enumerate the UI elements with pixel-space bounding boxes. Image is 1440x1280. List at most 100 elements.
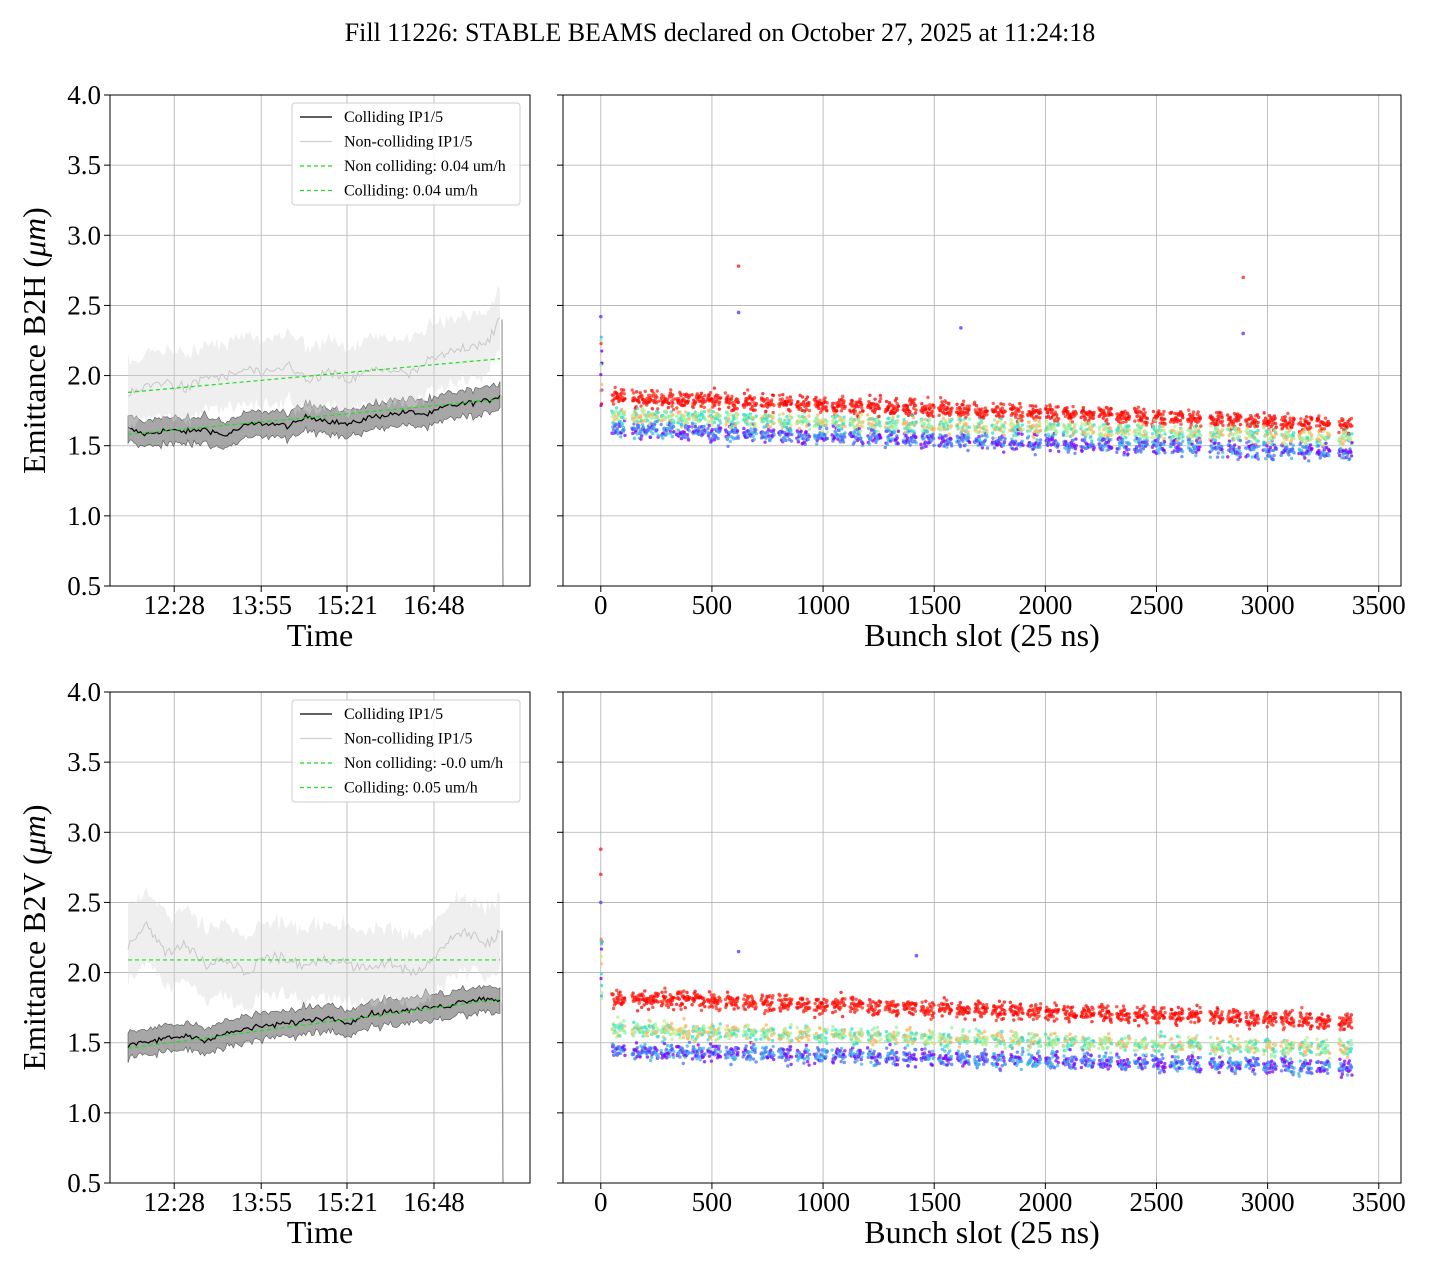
bunch-point bbox=[914, 435, 918, 440]
bunch-point bbox=[707, 423, 711, 428]
bunch-point bbox=[818, 398, 822, 403]
bunch-point bbox=[932, 443, 936, 448]
bunch-point bbox=[651, 1026, 656, 1030]
bunch-point bbox=[764, 1023, 768, 1027]
bunch-point bbox=[1074, 429, 1078, 434]
bunch-point bbox=[623, 998, 627, 1003]
bunch-point bbox=[772, 433, 776, 437]
bunch-point bbox=[1124, 435, 1128, 440]
bunch-point bbox=[687, 414, 692, 418]
bunch-point bbox=[1109, 407, 1113, 411]
bunch-point bbox=[1198, 416, 1203, 420]
bunch-point bbox=[905, 404, 910, 408]
bunch-point bbox=[736, 436, 741, 440]
bunch-point bbox=[966, 448, 970, 453]
bunch-point bbox=[1194, 453, 1198, 458]
bunch-point bbox=[859, 436, 863, 440]
bunch-point bbox=[709, 439, 714, 443]
bunch-point bbox=[1262, 411, 1266, 415]
x-tick-label: 15:21 bbox=[316, 1187, 378, 1217]
bunch-point bbox=[1231, 421, 1236, 425]
bunch-point bbox=[801, 437, 806, 441]
bunch-point bbox=[1105, 417, 1109, 422]
bunch-point bbox=[652, 425, 656, 430]
bunch-point bbox=[684, 1024, 688, 1028]
bunch-point bbox=[788, 1025, 793, 1030]
bunch-point bbox=[651, 1005, 655, 1010]
bunch-point bbox=[654, 1025, 659, 1029]
bunch-point bbox=[636, 420, 641, 424]
bunch-point bbox=[599, 954, 603, 959]
bunch-point bbox=[913, 411, 918, 415]
bunch-point bbox=[1269, 430, 1273, 435]
panel-emittance-b2h-time: 0.51.01.52.02.53.03.54.012:28 13:55 15:21 1… bbox=[16, 80, 531, 653]
bunch-point bbox=[1324, 441, 1328, 445]
bunch-point bbox=[777, 413, 782, 417]
bunch-point bbox=[686, 399, 690, 403]
bunch-point bbox=[745, 419, 749, 424]
bunch-point bbox=[743, 1051, 747, 1056]
bunch-point bbox=[765, 397, 769, 401]
bunch-point bbox=[1134, 444, 1139, 449]
x-tick-label: 13:55 bbox=[230, 1187, 292, 1217]
bunch-point bbox=[980, 421, 984, 425]
bunch-point bbox=[1199, 424, 1203, 428]
bunch-point bbox=[1044, 404, 1049, 408]
bunch-point bbox=[682, 430, 687, 435]
bunch-point bbox=[611, 1006, 616, 1011]
bunch-point bbox=[814, 395, 818, 400]
bunch-point bbox=[805, 395, 810, 399]
bunch-point bbox=[1255, 451, 1259, 456]
bunch-point bbox=[895, 418, 900, 423]
bunch-point bbox=[914, 441, 918, 445]
bunch-point bbox=[1162, 409, 1166, 414]
bunch-point bbox=[622, 392, 627, 396]
bunch-point bbox=[725, 990, 730, 994]
bunch-point bbox=[825, 401, 829, 405]
bunch-point bbox=[840, 427, 844, 431]
bunch-point bbox=[945, 445, 949, 449]
bunch-point bbox=[1220, 428, 1225, 432]
bunch-point bbox=[1291, 443, 1295, 448]
bunch-point bbox=[623, 1031, 627, 1035]
bunch-point bbox=[1126, 452, 1130, 456]
bunch-point bbox=[1027, 420, 1031, 425]
bunch-point bbox=[753, 1002, 758, 1006]
bunch-point bbox=[730, 394, 734, 399]
bunch-point bbox=[723, 416, 728, 420]
bunch-point bbox=[977, 429, 982, 434]
bunch-point bbox=[1163, 432, 1167, 436]
bunch-point bbox=[1308, 443, 1313, 447]
bunch-point bbox=[619, 435, 623, 439]
y-tick-label: 1.0 bbox=[67, 501, 101, 531]
bunch-point bbox=[785, 402, 789, 407]
bunch-point bbox=[767, 434, 771, 438]
bunch-point bbox=[1303, 456, 1307, 460]
bunch-point bbox=[599, 389, 603, 393]
bunch-point bbox=[1272, 453, 1276, 458]
bunch-point bbox=[1106, 422, 1110, 426]
bunch-point bbox=[1181, 435, 1185, 439]
bunch-point bbox=[942, 404, 946, 408]
bunch-point bbox=[655, 389, 659, 393]
bunch-point bbox=[736, 1006, 740, 1010]
x-tick-label: 12:28 bbox=[143, 590, 205, 620]
bunch-point bbox=[770, 1000, 774, 1005]
bunch-point bbox=[807, 408, 812, 413]
bunch-point bbox=[1179, 427, 1184, 431]
bunch-point bbox=[751, 1057, 756, 1061]
bunch-point bbox=[746, 1023, 750, 1027]
bunch-point bbox=[717, 1031, 722, 1035]
bunch-point bbox=[1343, 439, 1347, 443]
bunch-point bbox=[1221, 455, 1225, 459]
bunch-point bbox=[790, 432, 794, 437]
bunch-point bbox=[1199, 433, 1203, 438]
bunch-point bbox=[1307, 459, 1311, 463]
bunch-point bbox=[600, 983, 604, 988]
bunch-point bbox=[789, 1022, 793, 1027]
bunch-point bbox=[599, 947, 604, 951]
bunch-point bbox=[599, 972, 604, 976]
bunch-point bbox=[873, 397, 877, 401]
bunch-point bbox=[724, 422, 728, 427]
bunch-point bbox=[807, 400, 811, 405]
